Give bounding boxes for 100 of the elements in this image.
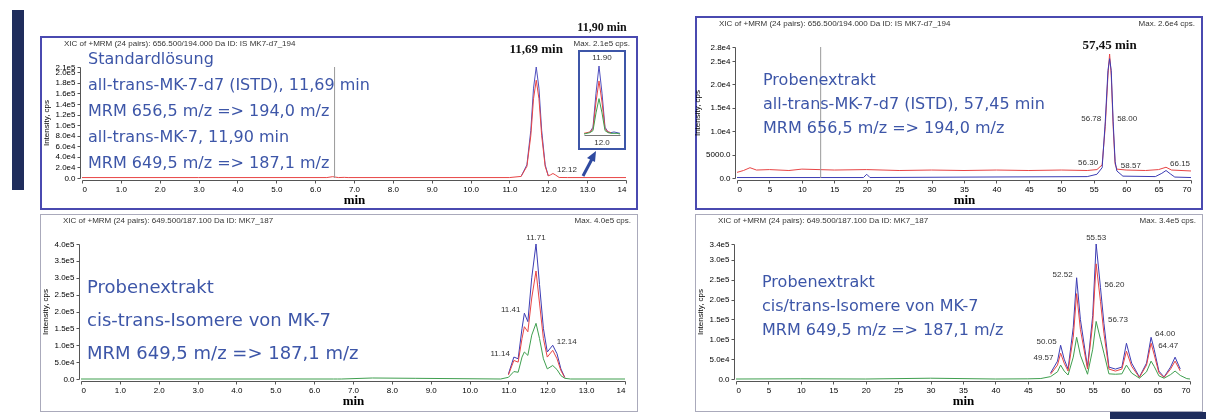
x-tick-label: 70 <box>1182 184 1193 194</box>
x-tick-label: 6.0 <box>309 385 321 395</box>
y-tick-label: 6.0e4 <box>55 141 77 151</box>
annotation: 55.53 <box>1086 233 1107 242</box>
y-axis-title: Intensity, cps <box>696 288 706 336</box>
annotation: MRM 649,5 m/z => 187,1 m/z <box>88 152 331 174</box>
x-tick-label: 25 <box>894 385 904 395</box>
x-tick-label: 5 <box>766 385 772 395</box>
x-tick-label: 9.0 <box>426 184 439 194</box>
x-axis-title: min <box>343 191 367 207</box>
x-tick-label: 7.0 <box>347 385 360 395</box>
y-tick-label: 0.0 <box>719 173 732 183</box>
annotation: 11,69 min <box>509 41 564 56</box>
y-axis-title: Intensity, cps <box>693 89 703 137</box>
x-tick-label: 15 <box>829 385 839 395</box>
annotation: MRM 649,5 m/z => 187,1 m/z <box>87 341 359 365</box>
x-tick-label: 20 <box>862 184 873 194</box>
y-tick-label: 1.5e5 <box>709 314 731 324</box>
x-tick-label: 30 <box>927 184 938 194</box>
text: 11.90 <box>591 53 613 62</box>
y-tick-label: 4.0e5 <box>54 239 76 249</box>
x-tick-label: 35 <box>959 385 969 395</box>
x-tick-label: 40 <box>992 184 1002 194</box>
chart-subtitle: Max. 4.0e5 cps. <box>574 216 631 225</box>
chart-title: XIC of +MRM (24 pairs): 656.500/194.000 Da ID: IS MK7-d7_194 <box>64 39 296 48</box>
x-tick-label: 13.0 <box>578 385 595 395</box>
annotation: cis-trans-Isomere von MK-7 <box>87 308 332 332</box>
x-axis-title: min <box>342 392 366 408</box>
y-tick-label: 5.0e4 <box>709 354 731 364</box>
x-tick-label: 50 <box>1057 184 1067 194</box>
annotation: MRM 656,5 m/z => 194,0 m/z <box>88 100 331 122</box>
y-tick-label: 4.0e4 <box>55 152 77 162</box>
annotation: 50.05 <box>1036 337 1058 347</box>
x-tick-label: 60 <box>1121 385 1131 395</box>
y-tick-label: 3.0e5 <box>54 273 76 283</box>
y-tick-label: 2.0e4 <box>710 79 732 89</box>
x-tick-label: 14 <box>616 385 627 395</box>
annotation: 64.00 <box>1155 329 1176 339</box>
annotation: 12.0 <box>593 138 611 147</box>
x-tick-label: 7.0 <box>348 184 361 194</box>
y-axis-title: Intensity, cps <box>42 99 52 147</box>
y-tick-label: 2.5e5 <box>54 290 76 300</box>
y-tick-label: 2.8e4 <box>710 42 732 52</box>
x-tick-label: 60 <box>1122 184 1132 194</box>
annotation: 11.14 <box>490 349 511 359</box>
annotation: 56.30 <box>1078 158 1099 168</box>
x-tick-label: 8.0 <box>387 184 400 194</box>
x-tick-label: 12.0 <box>540 385 557 395</box>
annotation: 12.14 <box>556 337 578 347</box>
y-tick-label: 0.0 <box>718 374 731 384</box>
x-tick-label: 11.0 <box>501 385 517 395</box>
chart-title: XIC of +MRM (24 pairs): 649.500/187.100 Da ID: MK7_187 <box>63 216 274 225</box>
x-tick-label: 10.0 <box>462 385 479 395</box>
x-tick-label: 25 <box>895 184 905 194</box>
y-tick-label: 5.0e4 <box>54 357 76 367</box>
y-tick-label: 1.0e5 <box>54 340 76 350</box>
x-tick-label: 45 <box>1024 184 1035 194</box>
x-tick-label: 13.0 <box>579 184 596 194</box>
annotation: 56.73 <box>1107 315 1129 325</box>
y-tick-label: 0.0 <box>63 374 76 384</box>
y-tick-label: 2.0e5 <box>54 307 76 316</box>
annotation: Probenextrakt <box>762 271 876 293</box>
y-tick-label: 3.5e5 <box>54 256 76 266</box>
x-tick-label: 55 <box>1089 184 1100 194</box>
y-tick-label: 2.5e4 <box>710 56 732 66</box>
x-tick-label: 20 <box>861 385 872 395</box>
y-tick-label: 1.4e5 <box>55 99 77 109</box>
x-tick-label: 40 <box>991 385 1001 395</box>
annotation: cis/trans-Isomere von MK-7 <box>762 295 980 317</box>
x-tick-label: 5 <box>767 184 773 194</box>
annotation: MRM 656,5 m/z => 194,0 m/z <box>763 117 1006 139</box>
y-axis-title: Intensity, cps <box>41 288 51 336</box>
x-tick-label: 1.0 <box>115 184 128 194</box>
x-tick-label: 5.0 <box>270 385 282 395</box>
chart-title: 11,90 min <box>576 20 628 35</box>
x-tick-label: 1.0 <box>114 385 127 395</box>
annotation: Probenextrakt <box>87 275 215 299</box>
annotation: 66.15 <box>1170 159 1191 169</box>
y-tick-label: 1.2e5 <box>55 110 77 120</box>
x-tick-label: 45 <box>1023 385 1034 395</box>
annotation: all-trans-MK-7-d7 (ISTD), 11,69 min <box>88 74 370 96</box>
annotation: Probenextrakt <box>763 69 877 91</box>
annotation: 49.57 <box>1033 353 1055 363</box>
x-tick-label: 0 <box>81 385 87 395</box>
annotation: Standardlösung <box>88 49 214 68</box>
annotation: 57,45 min <box>1082 37 1138 53</box>
x-tick-label: 10 <box>797 184 808 194</box>
x-tick-label: 70 <box>1181 385 1192 395</box>
chart-subtitle: Max. 3.4e5 cps. <box>1139 216 1196 225</box>
x-tick-label: 3.0 <box>192 385 205 395</box>
x-tick-label: 3.0 <box>193 184 206 194</box>
y-tick-label: 8.0e4 <box>55 131 77 141</box>
y-tick-label: 1.6e5 <box>55 88 77 98</box>
x-tick-label: 8.0 <box>386 385 399 395</box>
y-tick-label: 2.0e4 <box>55 162 77 172</box>
x-tick-label: 6.0 <box>310 184 322 194</box>
y-tick-label: 3.4e5 <box>709 239 731 249</box>
x-tick-label: 10.0 <box>463 184 480 194</box>
annotation: 11.71 <box>526 233 547 242</box>
x-tick-label: 11.0 <box>502 184 518 194</box>
